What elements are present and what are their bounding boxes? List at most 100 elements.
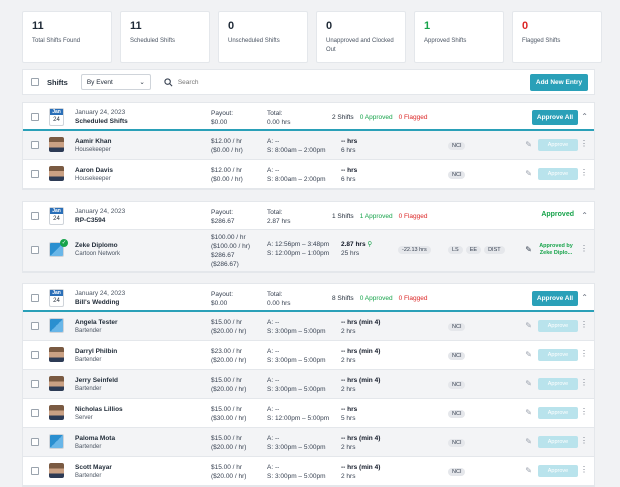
rate-line: ($20.00 / hr) [211,473,247,480]
rate-line: $12.00 / hr [211,167,243,174]
actual-time: A: 12:56pm – 3:48pm [267,241,330,248]
rate-line: $23.00 / hr [211,348,243,355]
group-checkbox[interactable] [31,113,39,121]
scheduled-hours: 6 hrs [341,147,356,154]
more-options-icon[interactable]: ⋮ [580,168,588,177]
more-options-icon[interactable]: ⋮ [580,436,588,445]
person-name[interactable]: Paloma Mota [75,435,116,442]
actual-hours: -- hrs [341,138,358,145]
group-by-select[interactable]: By Event ⌄ [80,74,151,90]
more-options-icon[interactable]: ⋮ [580,320,588,329]
row-checkbox[interactable] [31,322,39,330]
chevron-up-icon[interactable]: ⌃ [581,112,588,121]
group-by-value: By Event [86,78,113,86]
stat-unscheduled-shifts[interactable]: 0 Unscheduled Shifts [218,11,308,63]
edit-icon[interactable]: ✎ [525,140,532,149]
edit-icon[interactable]: ✎ [525,466,532,475]
approve-button[interactable]: Approve [538,168,578,180]
add-new-entry-button[interactable]: Add New Entry [530,74,588,91]
search-box [164,77,478,87]
group-checkbox[interactable] [31,294,39,302]
person-name[interactable]: Nicholas Lillios [75,406,123,413]
person-name[interactable]: Zeke Diplomo [75,242,118,249]
approve-all-button[interactable]: Approve All [532,291,578,306]
calendar-month: Jan [50,109,63,115]
person-role: Bartender [75,357,102,363]
tag-list: NCI [448,381,466,389]
stat-approved-shifts[interactable]: 1 Approved Shifts [414,11,504,63]
shift-hours: -- hrs (min 4) 2 hrs [341,434,380,452]
approve-button[interactable]: Approve [538,436,578,448]
more-options-icon[interactable]: ⋮ [580,139,588,148]
group-date: January 24, 2023 [75,208,126,215]
person-name[interactable]: Jerry Seinfeld [75,377,118,384]
edit-icon[interactable]: ✎ [525,379,532,388]
avatar [49,166,64,181]
approve-button[interactable]: Approve [538,407,578,419]
rate-line: $12.00 / hr [211,138,243,145]
approve-all-button[interactable]: Approve All [532,110,578,125]
person-name[interactable]: Aamir Khan [75,138,112,145]
tag: EE [465,246,482,254]
chevron-up-icon[interactable]: ⌃ [581,211,588,220]
stat-value: 0 [326,20,333,32]
rate-line: $15.00 / hr [211,406,243,413]
edit-icon[interactable]: ✎ [525,169,532,178]
approve-button[interactable]: Approve [538,349,578,361]
row-checkbox[interactable] [31,409,39,417]
rate-line: ($286.67) [211,261,239,268]
table-row: Darryl Philbin Bartender $23.00 / hr ($20.0… [23,341,594,370]
person-name[interactable]: Darryl Philbin [75,348,118,355]
payout-value: $286.67 [211,218,235,225]
person-name[interactable]: Aaron Davis [75,167,113,174]
person-name[interactable]: Scott Mayar [75,464,112,471]
stat-unapproved-clocked-out[interactable]: 0 Unapproved and Clocked Out [316,11,406,63]
search-input[interactable] [177,78,478,86]
edit-icon[interactable]: ✎ [525,408,532,417]
scheduled-hours: 2 hrs [341,444,356,451]
row-checkbox[interactable] [31,351,39,359]
flagged-count: 0 Flagged [398,213,428,220]
pay-rate: $15.00 / hr ($20.00 / hr) [211,376,246,394]
stat-label: Total Shifts Found [32,38,81,44]
row-checkbox[interactable] [31,170,39,178]
more-options-icon[interactable]: ⋮ [580,244,588,253]
pay-rate: $12.00 / hr ($0.00 / hr) [211,137,243,155]
chevron-up-icon[interactable]: ⌃ [581,293,588,302]
stat-total-shifts[interactable]: 11 Total Shifts Found [22,11,112,63]
rate-line: ($100.00 / hr) [211,243,251,250]
actual-hours: -- hrs (min 4) [341,319,381,326]
more-options-icon[interactable]: ⋮ [580,407,588,416]
shift-hours: -- hrs (min 4) 2 hrs [341,318,380,336]
row-checkbox[interactable] [31,246,39,254]
approve-button[interactable]: Approve [538,320,578,332]
more-options-icon[interactable]: ⋮ [580,465,588,474]
shift-times: A: -- S: 12:00pm – 5:00pm [267,405,329,423]
select-all-checkbox[interactable] [31,78,39,86]
group-header: Jan 24 January 24, 2023 RP-C3594 Payout: $… [23,202,594,230]
edit-icon[interactable]: ✎ [525,245,532,254]
table-row: Nicholas Lillios Server $15.00 / hr ($30.00… [23,399,594,428]
actual-time: A: -- [267,406,280,413]
approve-button[interactable]: Approve [538,378,578,390]
person-name[interactable]: Angela Tester [75,319,118,326]
edit-icon[interactable]: ✎ [525,321,532,330]
stat-scheduled-shifts[interactable]: 11 Scheduled Shifts [120,11,210,63]
row-checkbox[interactable] [31,141,39,149]
group-checkbox[interactable] [31,212,39,220]
approve-button[interactable]: Approve [538,465,578,477]
person-role: Bartender [75,386,102,392]
table-row: Scott Mayar Bartender $15.00 / hr ($20.00 /… [23,457,594,486]
row-checkbox[interactable] [31,467,39,475]
approve-button[interactable]: Approve [538,139,578,151]
more-options-icon[interactable]: ⋮ [580,349,588,358]
row-checkbox[interactable] [31,438,39,446]
group-counts: 8 Shifts 0 Approved 0 Flagged [332,295,428,302]
edit-icon[interactable]: ✎ [525,437,532,446]
edit-icon[interactable]: ✎ [525,350,532,359]
row-checkbox[interactable] [31,380,39,388]
more-options-icon[interactable]: ⋮ [580,378,588,387]
stat-flagged-shifts[interactable]: 0 Flagged Shifts [512,11,602,63]
group-header: Jan 24 January 24, 2023 Scheduled Shifts … [23,103,594,131]
approved-count: 1 Approved [359,213,393,220]
